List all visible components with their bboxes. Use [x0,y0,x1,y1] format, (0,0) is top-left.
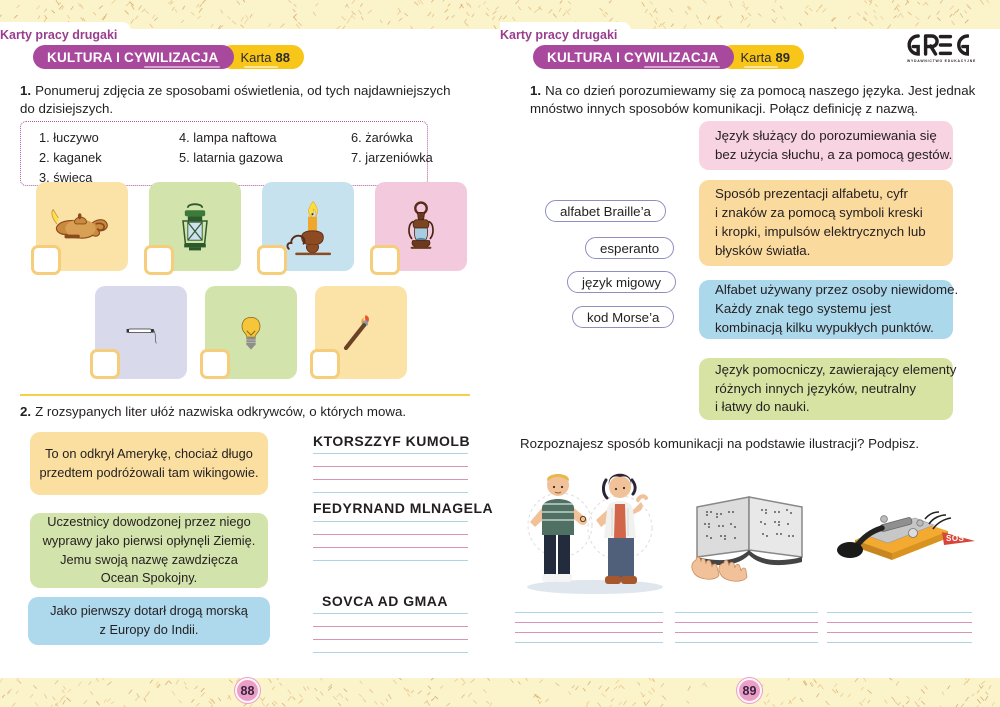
svg-text:SOS: SOS [946,534,965,543]
